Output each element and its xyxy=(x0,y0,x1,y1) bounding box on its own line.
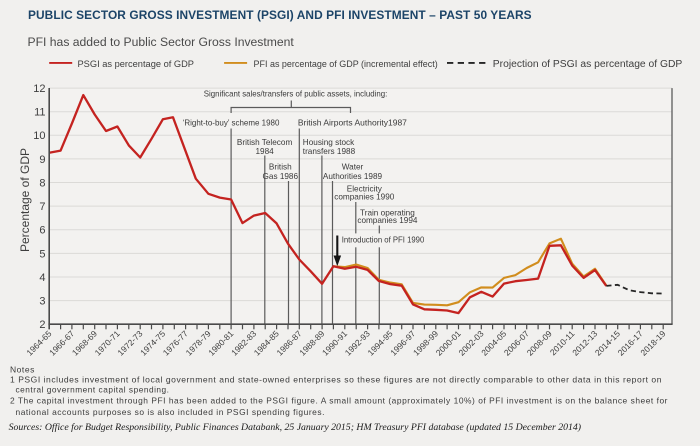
svg-text:British Airports Authority1987: British Airports Authority1987 xyxy=(298,119,407,128)
svg-text:9: 9 xyxy=(39,154,45,166)
svg-text:PFI has added to Public Sector: PFI has added to Public Sector Gross Inv… xyxy=(28,35,295,49)
svg-text:companies 1990: companies 1990 xyxy=(334,192,395,201)
svg-text:3: 3 xyxy=(39,296,45,308)
svg-text:Sources: Office for Budget Res: Sources: Office for Budget Responsibilit… xyxy=(9,422,581,433)
svg-text:12: 12 xyxy=(33,83,45,95)
svg-text:Authorities 1989: Authorities 1989 xyxy=(323,172,383,181)
svg-text:Housing stock: Housing stock xyxy=(303,138,355,147)
svg-text:1 PSGI includes investment of: 1 PSGI includes investment of local gove… xyxy=(10,374,662,384)
svg-text:PSGI as percentage of GDP: PSGI as percentage of GDP xyxy=(78,59,195,70)
svg-text:British Telecom: British Telecom xyxy=(237,138,293,147)
svg-text:2 The capital investment throu: 2 The capital investment through PFI has… xyxy=(10,396,668,406)
svg-text:6: 6 xyxy=(39,225,45,237)
svg-text:Notes: Notes xyxy=(10,364,35,374)
svg-text:5: 5 xyxy=(39,248,45,260)
svg-text:4: 4 xyxy=(39,272,45,284)
svg-text:10: 10 xyxy=(33,130,45,142)
svg-text:Introduction of PFI 1990: Introduction of PFI 1990 xyxy=(342,235,425,244)
svg-text:11: 11 xyxy=(34,107,45,119)
svg-text:Percentage of GDP: Percentage of GDP xyxy=(18,148,32,252)
svg-text:PFI as percentage of GDP (incr: PFI as percentage of GDP (incremental ef… xyxy=(254,59,438,70)
svg-text:2: 2 xyxy=(39,319,45,331)
svg-text:Train operating: Train operating xyxy=(360,208,415,217)
svg-text:Projection of PSGI as percenta: Projection of PSGI as percentage of GDP xyxy=(493,59,683,70)
svg-text:companies 1994: companies 1994 xyxy=(357,216,418,225)
svg-text:British: British xyxy=(269,162,292,171)
svg-text:national accounts purposes so: national accounts purposes so is also in… xyxy=(16,407,326,417)
svg-text:Significant sales/transfers of: Significant sales/transfers of public as… xyxy=(204,90,388,99)
svg-text:‘Right-to-buy’ scheme 1980: ‘Right-to-buy’ scheme 1980 xyxy=(183,119,280,128)
svg-text:PUBLIC SECTOR GROSS INVESTMENT: PUBLIC SECTOR GROSS INVESTMENT (PSGI) AN… xyxy=(28,8,532,22)
svg-text:central government capital spe: central government capital spending. xyxy=(16,384,170,394)
svg-text:Gas 1986: Gas 1986 xyxy=(263,172,299,181)
svg-text:transfers 1988: transfers 1988 xyxy=(303,147,356,156)
svg-text:7: 7 xyxy=(39,201,45,213)
svg-text:Electricity: Electricity xyxy=(347,185,383,194)
svg-text:8: 8 xyxy=(39,177,45,189)
svg-text:Water: Water xyxy=(342,162,364,171)
svg-text:1984: 1984 xyxy=(255,147,274,156)
